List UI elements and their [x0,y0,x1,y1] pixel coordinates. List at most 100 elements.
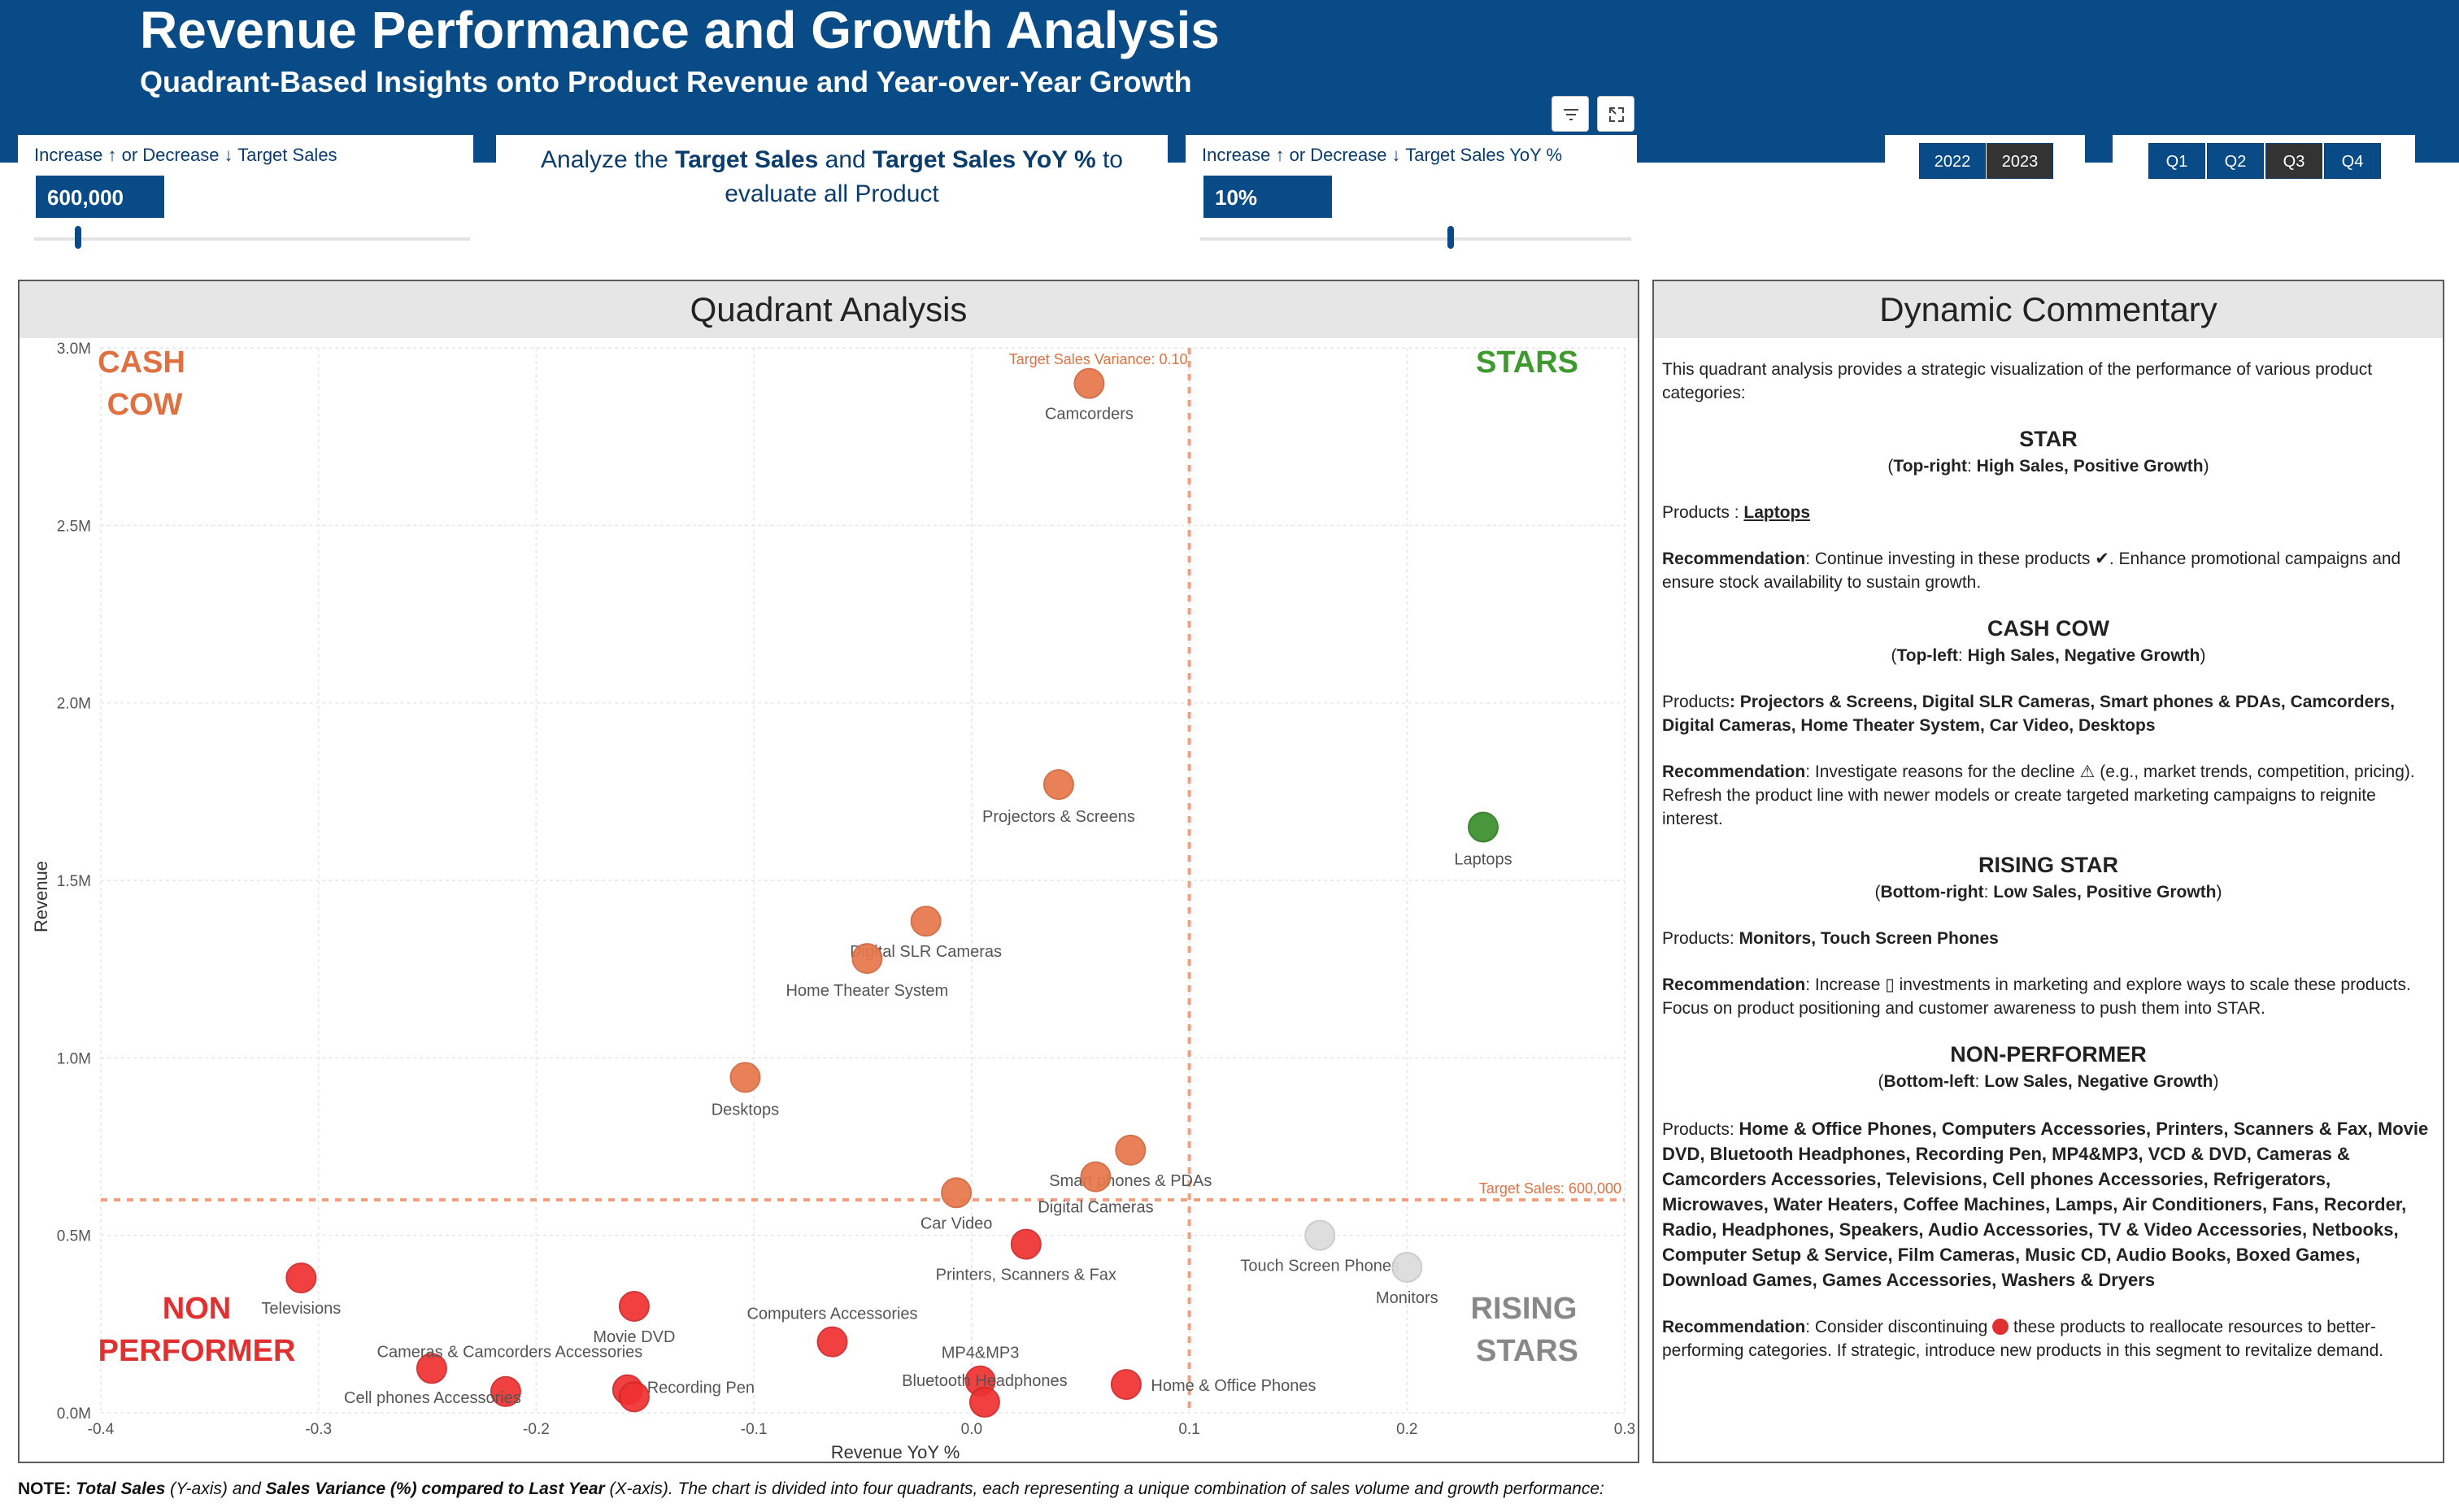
y-tick-label: 1.5M [57,873,91,890]
star-recommendation: Recommendation: Continue investing in th… [1662,550,2401,592]
analyze-text-line2: evaluate all Product [725,180,939,207]
data-point [1391,1251,1423,1283]
x-tick-label: 0.3 [1614,1421,1635,1438]
page-subtitle: Quadrant-Based Insights onto Product Rev… [140,65,1192,98]
target-sales-slider-track[interactable] [34,237,470,241]
quarter-button-q4[interactable]: Q4 [2324,143,2381,179]
y-axis-title: Revenue [31,861,51,932]
x-tick-label: 0.1 [1178,1421,1199,1438]
analyze-text-post: to [1095,146,1123,173]
data-point-label: Cell phones Accessories [344,1389,521,1407]
analyze-instruction: Analyze the Target Sales and Target Sale… [496,135,1168,257]
data-point [618,1291,650,1322]
non-performer-quadrant-label: PERFORMER [98,1334,296,1368]
data-point-label: Bluetooth Headphones [902,1372,1068,1390]
data-point [1073,367,1105,399]
y-tick-label: 3.0M [57,341,91,358]
data-point-label: Printers, Scanners & Fax [936,1267,1116,1284]
page-title: Revenue Performance and Growth Analysis [140,1,1220,59]
target-yoy-slider-track[interactable] [1200,237,1631,241]
quarter-button-q3[interactable]: Q3 [2265,143,2322,179]
rising-star-recommendation: Recommendation: Increase ▯ investments i… [1662,975,2411,1018]
analyze-text-mid: and [818,146,873,173]
data-point-label: Touch Screen Phones [1240,1258,1399,1275]
stars-quadrant-label: STARS [1476,345,1578,380]
data-point [816,1326,848,1358]
chart-note: NOTE: Total Sales (Y-axis) and Sales Var… [18,1479,1604,1498]
target-sales-input[interactable]: 600,000 [36,176,164,218]
data-point-label: Computers Accessories [746,1306,917,1323]
cash-cow-heading: CASH COW [1987,616,2109,641]
year-button-2022[interactable]: 2022 [1919,143,1986,179]
year-button-2023[interactable]: 2023 [1987,143,2053,179]
commentary-intro: This quadrant analysis provides a strate… [1662,360,2373,402]
rising-star-heading: RISING STAR [1978,853,2118,877]
non-performer-subheading: (Bottom-left: Low Sales, Negative Growth… [1878,1072,2219,1091]
data-point-label: Cameras & Camcorders Accessories [377,1343,643,1361]
non-performer-recommendation: Recommendation: Consider discontinuing t… [1662,1318,2384,1360]
header-edge [2415,106,2448,163]
data-point [910,906,942,937]
commentary-body: This quadrant analysis provides a strate… [1662,358,2435,1385]
target-yoy-control: Increase ↑ or Decrease ↓ Target Sales Yo… [1186,135,1637,257]
data-point-label: Home & Office Phones [1151,1377,1316,1395]
data-point-label: Laptops [1454,851,1512,869]
target-sales-label: Increase ↑ or Decrease ↓ Target Sales [34,145,337,165]
quadrant-scatter-chart: -0.4 -0.3 -0.2 -0.1 0.0 0.1 0.2 0.3 0.0M 0.5M 1.0M… [31,341,1635,1462]
non-performer-products: Products: Home & Office Phones, Computer… [1662,1119,2429,1290]
red-circle-icon [1992,1319,2009,1335]
data-point [285,1262,317,1294]
data-point-label: Camcorders [1045,406,1134,424]
star-products: Products : Laptops [1662,503,1811,522]
cash-cow-quadrant-label: CASH [98,345,185,380]
data-point [416,1353,447,1384]
data-point [1304,1219,1336,1251]
data-point [1042,769,1074,801]
filter-icon[interactable] [1552,96,1589,132]
x-axis-title: Revenue YoY % [831,1442,960,1462]
quadrant-analysis-panel: Quadrant Analysis -0.4 -0.3 -0.2 -0.1 0.0 0.1… [18,280,1639,1463]
cash-cow-subheading: (Top-left: High Sales, Negative Growth) [1891,646,2206,665]
x-tick-label: 0.2 [1396,1421,1417,1438]
x-tick-label: -0.3 [305,1421,332,1438]
data-point [1080,1161,1112,1193]
target-yoy-label: Increase ↑ or Decrease ↓ Target Sales Yo… [1202,145,1563,165]
data-point-label: Monitors [1376,1289,1438,1307]
analyze-text-pre: Analyze the [541,146,676,173]
y-tick-label: 0.5M [57,1228,91,1245]
focus-mode-icon[interactable] [1597,96,1634,132]
star-heading: STAR [2019,427,2078,451]
data-point [1110,1369,1142,1401]
cash-cow-products: Products: Projectors & Screens, Digital … [1662,693,2395,735]
x-tick-label: 0.0 [961,1421,982,1438]
non-performer-quadrant-label: NON [163,1292,231,1326]
quarter-button-q2[interactable]: Q2 [2207,143,2264,179]
data-point-label: Smart phones & PDAs [1049,1172,1212,1190]
data-point-label: Recording Pen [647,1379,755,1397]
y-tick-label: 1.0M [57,1050,91,1067]
x-tick-label: -0.4 [88,1421,115,1438]
data-point-label: Movie DVD [593,1328,675,1346]
rising-star-subheading: (Bottom-right: Low Sales, Positive Growt… [1874,883,2222,902]
target-sales-slider-handle[interactable] [75,226,81,249]
cash-cow-recommendation: Recommendation: Investigate reasons for … [1662,763,2415,828]
quarter-button-q1[interactable]: Q1 [2148,143,2205,179]
data-point [1467,811,1499,843]
data-point-label: Digital SLR Cameras [850,943,1002,961]
data-point-label: Home Theater System [786,982,948,1000]
data-point [618,1381,650,1413]
target-yoy-input[interactable]: 10% [1203,176,1332,218]
target-yoy-slider-handle[interactable] [1447,226,1454,249]
target-sales-label: Target Sales: 600,000 [1479,1180,1621,1197]
analyze-text-target-yoy: Target Sales YoY % [873,146,1096,173]
target-sales-control: Increase ↑ or Decrease ↓ Target Sales 60… [18,135,473,257]
y-tick-label: 0.0M [57,1406,91,1423]
commentary-panel: Dynamic Commentary This quadrant analysi… [1652,280,2444,1463]
data-point [729,1062,761,1093]
data-point [941,1177,973,1209]
data-point-label: MP4&MP3 [942,1345,1020,1362]
data-point [1010,1228,1042,1260]
analyze-text-target-sales: Target Sales [675,146,819,173]
data-point [851,943,883,975]
star-subheading: (Top-right: High Sales, Positive Growth) [1887,457,2209,476]
